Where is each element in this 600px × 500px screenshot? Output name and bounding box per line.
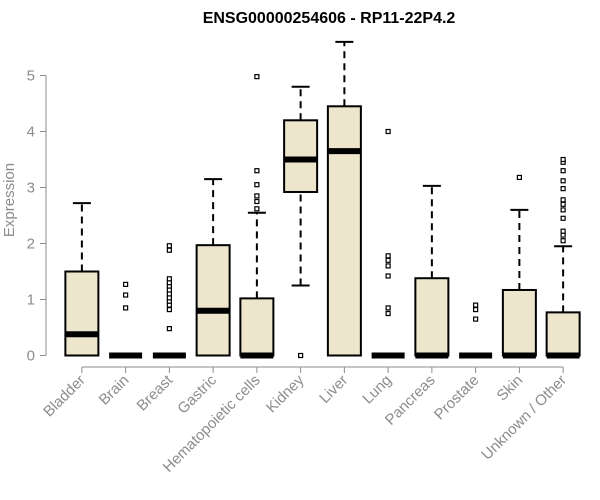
outlier-point bbox=[473, 302, 479, 308]
outlier-point bbox=[473, 316, 479, 322]
outlier-point bbox=[560, 201, 566, 207]
outlier-point bbox=[385, 273, 391, 279]
outlier-point bbox=[254, 193, 260, 199]
outlier-point bbox=[166, 306, 172, 313]
box-gastric bbox=[195, 178, 231, 357]
outlier-point bbox=[560, 228, 566, 234]
x-tick-label: Breast bbox=[134, 371, 177, 414]
y-tick-label: 4 bbox=[27, 124, 35, 141]
box-breast bbox=[152, 243, 186, 359]
box-brain bbox=[109, 281, 143, 359]
outlier-point bbox=[298, 352, 304, 359]
box bbox=[545, 311, 581, 357]
y-tick-label: 2 bbox=[27, 236, 35, 253]
outlier-point bbox=[560, 215, 566, 221]
outlier-point bbox=[516, 174, 522, 181]
box bbox=[501, 288, 537, 357]
outlier-point bbox=[560, 238, 566, 244]
outlier-point bbox=[385, 257, 391, 263]
outlier-point bbox=[254, 198, 260, 205]
box-skin bbox=[501, 174, 537, 359]
outlier-point bbox=[166, 247, 172, 253]
chart-title: ENSG00000254606 - RP11-22P4.2 bbox=[203, 10, 456, 27]
x-tick-label: Prostate bbox=[431, 372, 483, 424]
box-pancreas bbox=[414, 184, 450, 359]
outlier-point bbox=[560, 207, 566, 213]
outlier-point bbox=[385, 310, 391, 317]
outlier-point bbox=[254, 74, 260, 80]
x-tick-label: Lung bbox=[359, 372, 395, 408]
outlier-point bbox=[560, 156, 566, 163]
y-tick-label: 5 bbox=[27, 68, 35, 85]
box-bladder bbox=[64, 202, 100, 357]
box-unknown-other bbox=[545, 156, 581, 359]
box-lung bbox=[371, 128, 405, 359]
x-tick-label: Skin bbox=[494, 372, 527, 405]
outlier-point bbox=[123, 292, 129, 298]
box bbox=[195, 244, 231, 357]
box-series bbox=[64, 40, 581, 359]
outlier-point bbox=[560, 186, 566, 192]
box-kidney bbox=[283, 85, 319, 359]
y-tick-label: 1 bbox=[27, 292, 35, 309]
box bbox=[326, 105, 362, 357]
y-tick-label: 0 bbox=[27, 348, 35, 365]
outlier-point bbox=[254, 168, 260, 174]
outlier-point bbox=[123, 305, 129, 311]
x-tick-label: Bladder bbox=[40, 372, 89, 421]
outlier-point bbox=[166, 326, 172, 332]
box-prostate bbox=[459, 302, 493, 359]
box bbox=[64, 270, 100, 357]
outlier-point bbox=[385, 253, 391, 259]
outlier-point bbox=[166, 243, 172, 249]
box bbox=[414, 277, 450, 357]
x-tick-label: Liver bbox=[316, 372, 351, 407]
outlier-point bbox=[385, 128, 391, 135]
x-tick-label: Kidney bbox=[263, 371, 308, 416]
outlier-point bbox=[123, 281, 129, 287]
outlier-point bbox=[385, 305, 391, 311]
outlier-point bbox=[254, 206, 260, 212]
box-liver bbox=[326, 40, 362, 357]
outlier-point bbox=[473, 306, 479, 313]
box-hematopoietic-cells bbox=[239, 74, 275, 359]
box bbox=[239, 297, 275, 357]
outlier-point bbox=[560, 178, 566, 184]
y-tick-label: 3 bbox=[27, 180, 35, 197]
y-axis-label: Expression bbox=[1, 163, 18, 237]
y-axis: 0 1 2 3 4 5 bbox=[27, 68, 47, 365]
outlier-point bbox=[560, 168, 566, 174]
outlier-point bbox=[254, 182, 260, 188]
x-tick-label: Brain bbox=[96, 372, 133, 409]
outlier-point bbox=[166, 276, 172, 282]
outlier-point bbox=[560, 197, 566, 203]
outlier-point bbox=[385, 263, 391, 269]
box bbox=[283, 119, 319, 193]
